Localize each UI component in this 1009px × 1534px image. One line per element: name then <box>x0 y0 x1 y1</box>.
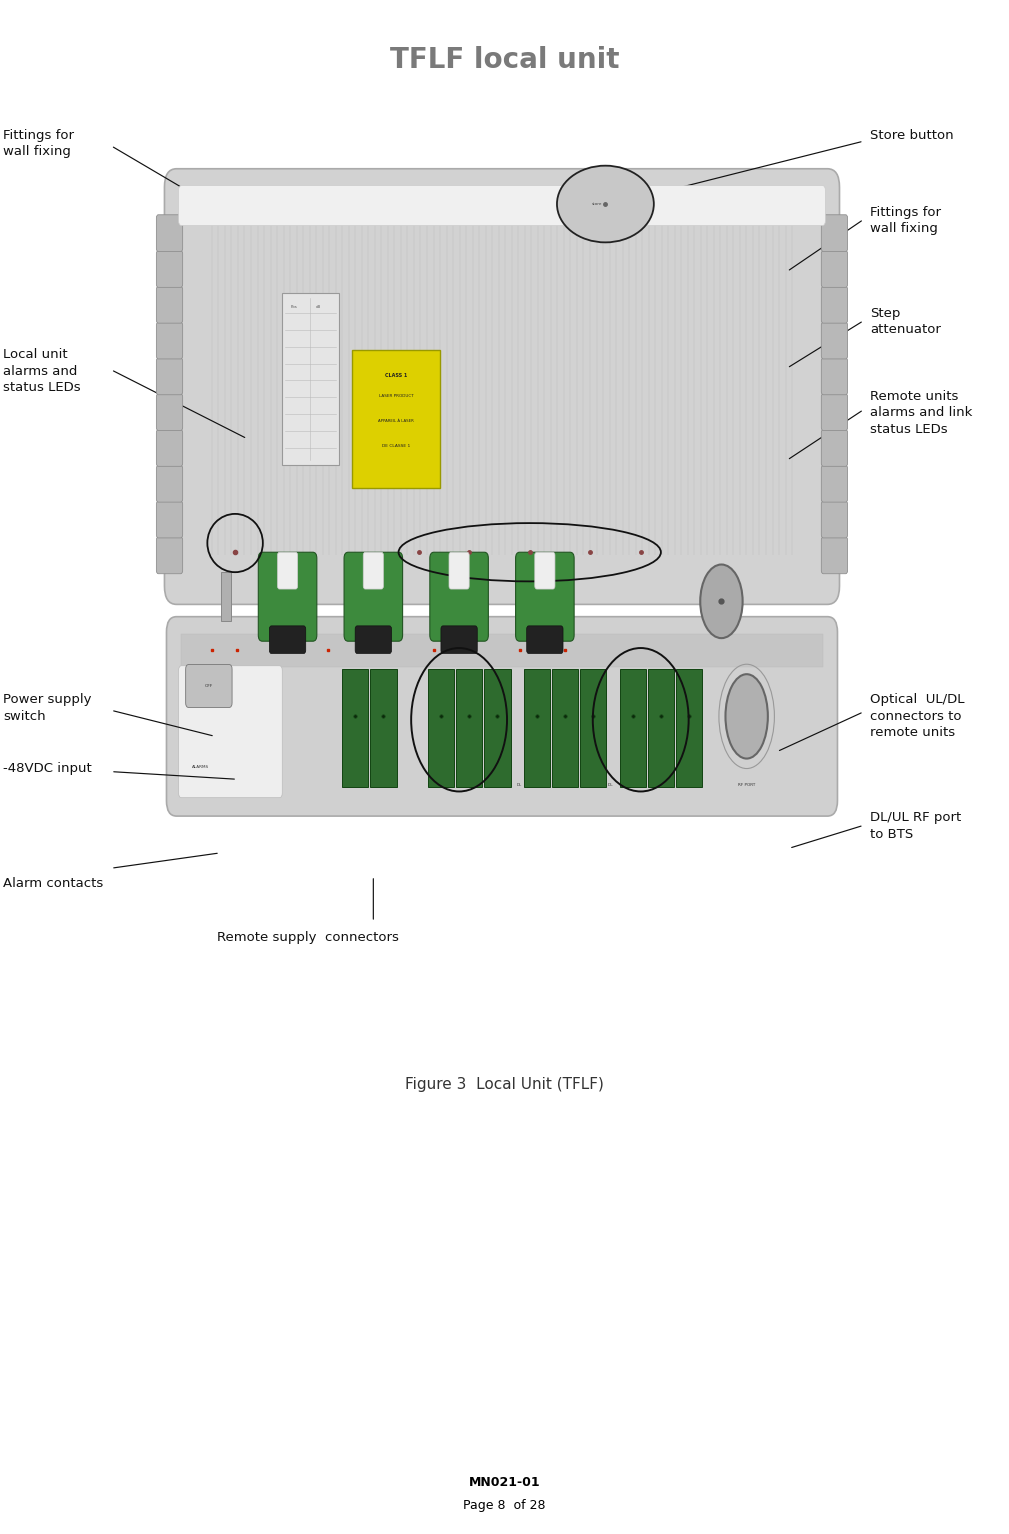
FancyBboxPatch shape <box>535 552 555 589</box>
FancyBboxPatch shape <box>181 634 823 667</box>
Text: OFF: OFF <box>205 684 213 689</box>
FancyBboxPatch shape <box>179 666 283 798</box>
FancyBboxPatch shape <box>156 465 183 502</box>
FancyBboxPatch shape <box>156 357 183 394</box>
FancyBboxPatch shape <box>156 502 183 538</box>
FancyBboxPatch shape <box>527 626 563 653</box>
Text: TFLF local unit: TFLF local unit <box>389 46 620 74</box>
Text: Optical  UL/DL
connectors to
remote units: Optical UL/DL connectors to remote units <box>870 693 965 739</box>
Text: Step
attenuator: Step attenuator <box>870 307 940 336</box>
FancyBboxPatch shape <box>269 626 306 653</box>
Text: Alarm contacts: Alarm contacts <box>3 877 103 890</box>
FancyBboxPatch shape <box>676 669 702 787</box>
FancyBboxPatch shape <box>821 502 848 538</box>
FancyBboxPatch shape <box>821 250 848 287</box>
FancyBboxPatch shape <box>352 350 440 488</box>
FancyBboxPatch shape <box>441 626 477 653</box>
FancyBboxPatch shape <box>156 322 183 359</box>
FancyBboxPatch shape <box>355 626 391 653</box>
Text: Fittings for
wall fixing: Fittings for wall fixing <box>870 206 940 235</box>
FancyBboxPatch shape <box>156 250 183 287</box>
Text: DL: DL <box>517 784 523 787</box>
Ellipse shape <box>700 565 743 638</box>
FancyBboxPatch shape <box>164 169 839 604</box>
FancyBboxPatch shape <box>258 552 317 641</box>
Text: DL/UL RF port
to BTS: DL/UL RF port to BTS <box>870 811 961 841</box>
FancyBboxPatch shape <box>221 572 231 621</box>
Ellipse shape <box>557 166 654 242</box>
Text: ALARMS: ALARMS <box>192 765 209 769</box>
FancyBboxPatch shape <box>430 552 488 641</box>
FancyBboxPatch shape <box>186 664 232 707</box>
Text: APPAREIL À LASER: APPAREIL À LASER <box>378 419 414 423</box>
FancyBboxPatch shape <box>156 537 183 574</box>
FancyBboxPatch shape <box>166 617 837 816</box>
FancyBboxPatch shape <box>370 669 397 787</box>
Text: DE CLASSE 1: DE CLASSE 1 <box>382 443 410 448</box>
FancyBboxPatch shape <box>156 394 183 431</box>
Text: Figure 3  Local Unit (TFLF): Figure 3 Local Unit (TFLF) <box>405 1077 604 1092</box>
FancyBboxPatch shape <box>580 669 606 787</box>
FancyBboxPatch shape <box>456 669 482 787</box>
Text: DL: DL <box>607 784 613 787</box>
Text: Remote supply  connectors: Remote supply connectors <box>217 931 399 943</box>
Text: Fittings for
wall fixing: Fittings for wall fixing <box>3 129 74 158</box>
FancyBboxPatch shape <box>821 322 848 359</box>
Ellipse shape <box>725 675 768 759</box>
Text: MN021-01: MN021-01 <box>469 1476 540 1488</box>
FancyBboxPatch shape <box>342 669 368 787</box>
Text: -48VDC input: -48VDC input <box>3 762 92 775</box>
FancyBboxPatch shape <box>524 669 550 787</box>
FancyBboxPatch shape <box>282 293 339 465</box>
Text: Remote units
alarms and link
status LEDs: Remote units alarms and link status LEDs <box>870 390 972 436</box>
FancyBboxPatch shape <box>449 552 469 589</box>
FancyBboxPatch shape <box>821 537 848 574</box>
FancyBboxPatch shape <box>648 669 674 787</box>
FancyBboxPatch shape <box>156 430 183 466</box>
FancyBboxPatch shape <box>156 287 183 324</box>
FancyBboxPatch shape <box>821 430 848 466</box>
FancyBboxPatch shape <box>428 669 454 787</box>
FancyBboxPatch shape <box>156 215 183 252</box>
Text: dB: dB <box>316 305 321 308</box>
Text: Local unit
alarms and
status LEDs: Local unit alarms and status LEDs <box>3 348 81 394</box>
Text: CLASS 1: CLASS 1 <box>384 373 408 377</box>
Text: RF PORT: RF PORT <box>738 784 756 787</box>
FancyBboxPatch shape <box>344 552 403 641</box>
FancyBboxPatch shape <box>821 357 848 394</box>
FancyBboxPatch shape <box>821 465 848 502</box>
FancyBboxPatch shape <box>179 186 825 225</box>
Text: LASER PRODUCT: LASER PRODUCT <box>378 394 414 397</box>
FancyBboxPatch shape <box>552 669 578 787</box>
Text: Store button: Store button <box>870 129 954 141</box>
FancyBboxPatch shape <box>363 552 383 589</box>
FancyBboxPatch shape <box>821 215 848 252</box>
FancyBboxPatch shape <box>277 552 298 589</box>
FancyBboxPatch shape <box>516 552 574 641</box>
Text: store: store <box>592 202 602 206</box>
FancyBboxPatch shape <box>484 669 511 787</box>
Text: Power supply
switch: Power supply switch <box>3 693 92 723</box>
FancyBboxPatch shape <box>821 394 848 431</box>
FancyBboxPatch shape <box>821 287 848 324</box>
FancyBboxPatch shape <box>620 669 646 787</box>
Text: Page 8  of 28: Page 8 of 28 <box>463 1499 546 1511</box>
Text: Pos: Pos <box>291 305 298 308</box>
